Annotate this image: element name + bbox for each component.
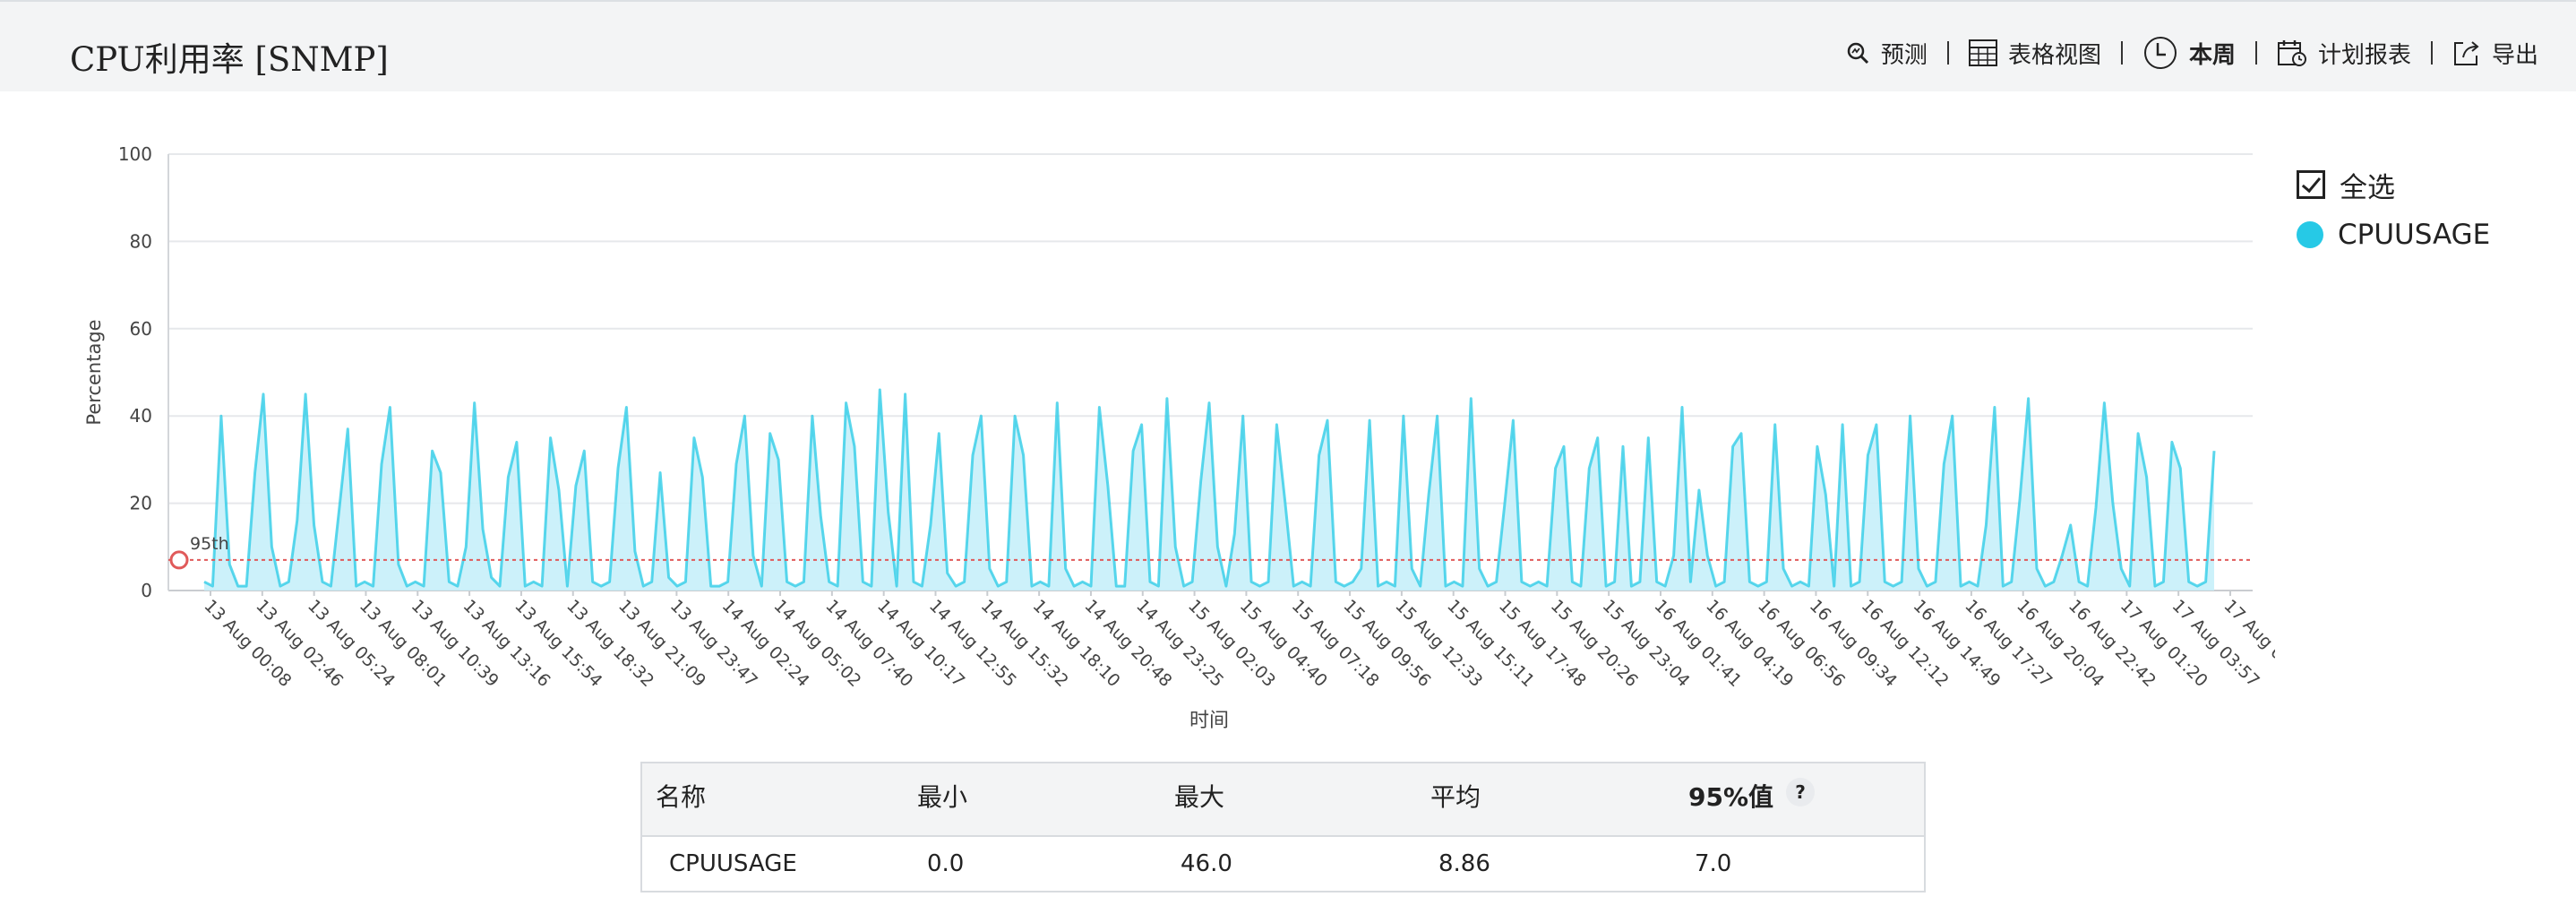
toolbar-divider [2120, 41, 2123, 65]
checkbox-checked-icon[interactable] [2297, 170, 2325, 199]
export-button[interactable]: 导出 [2452, 37, 2538, 70]
stats-header-row: 名称 最小 最大 平均 95%值 ? [640, 762, 1926, 837]
cell-min: 0.0 [927, 850, 965, 877]
cell-series-name: CPUUSAGE [669, 850, 797, 877]
page-title: CPU利用率 [SNMP] [70, 40, 389, 79]
y-tick-label: 100 [118, 143, 152, 165]
header-min: 最小 [917, 782, 968, 812]
series-line-cpuusage [203, 388, 2216, 588]
legend-item-cpuusage[interactable]: CPUUSAGE [2297, 210, 2490, 260]
period-label: 本周 [2188, 41, 2236, 69]
period-selector[interactable]: 本周 [2142, 35, 2236, 71]
forecast-search-icon [1847, 42, 1868, 65]
y-axis-label: Percentage [83, 319, 105, 425]
cell-avg: 8.86 [1438, 850, 1490, 877]
select-all-label: 全选 [2340, 171, 2395, 204]
toolbar-divider [1946, 41, 1949, 65]
schedule-report-button[interactable]: 计划报表 [2277, 37, 2411, 70]
forecast-label: 预测 [1880, 41, 1928, 69]
stats-table: 名称 最小 最大 平均 95%值 ? CPUUSAGE 0.0 46.0 8.8… [640, 762, 1926, 892]
y-tick-label: 60 [130, 318, 152, 340]
cell-p95: 7.0 [1695, 850, 1732, 877]
table-row: CPUUSAGE 0.0 46.0 8.86 7.0 [640, 837, 1926, 892]
table-icon [1968, 39, 1997, 66]
export-label: 导出 [2491, 41, 2538, 69]
header-name: 名称 [656, 782, 707, 812]
help-icon[interactable]: ? [1786, 778, 1816, 806]
table-view-button[interactable]: 表格视图 [1968, 37, 2101, 70]
calendar-clock-icon [2277, 40, 2306, 66]
cell-max: 46.0 [1181, 850, 1232, 877]
header-avg: 平均 [1430, 782, 1481, 812]
y-tick-label: 20 [130, 493, 152, 514]
legend: 全选 CPUUSAGE [2297, 160, 2490, 260]
header-max: 最大 [1174, 782, 1225, 812]
header-bar: CPU利用率 [SNMP] 预测 表格视图 [0, 0, 2576, 91]
x-axis-label: 时间 [1189, 710, 1229, 732]
y-tick-label: 0 [141, 580, 152, 601]
header-p95-label: 95%值 [1688, 782, 1774, 812]
forecast-button[interactable]: 预测 [1845, 37, 1928, 70]
select-all-toggle[interactable]: 全选 [2297, 160, 2490, 210]
series-color-dot [2297, 221, 2323, 248]
y-tick-label: 80 [130, 230, 152, 252]
legend-series-label: CPUUSAGE [2338, 219, 2491, 251]
schedule-report-label: 计划报表 [2317, 41, 2411, 69]
export-icon [2453, 41, 2479, 65]
toolbar: 预测 表格视图 本周 [1845, 32, 2538, 73]
threshold-marker [169, 550, 189, 570]
table-view-label: 表格视图 [2007, 41, 2101, 69]
threshold-label: 95th [190, 534, 229, 554]
toolbar-divider [2430, 41, 2433, 65]
clock-icon [2143, 37, 2177, 69]
toolbar-divider [2254, 41, 2257, 65]
header-p95: 95%值 ? [1688, 763, 1816, 835]
y-tick-label: 40 [130, 405, 152, 427]
